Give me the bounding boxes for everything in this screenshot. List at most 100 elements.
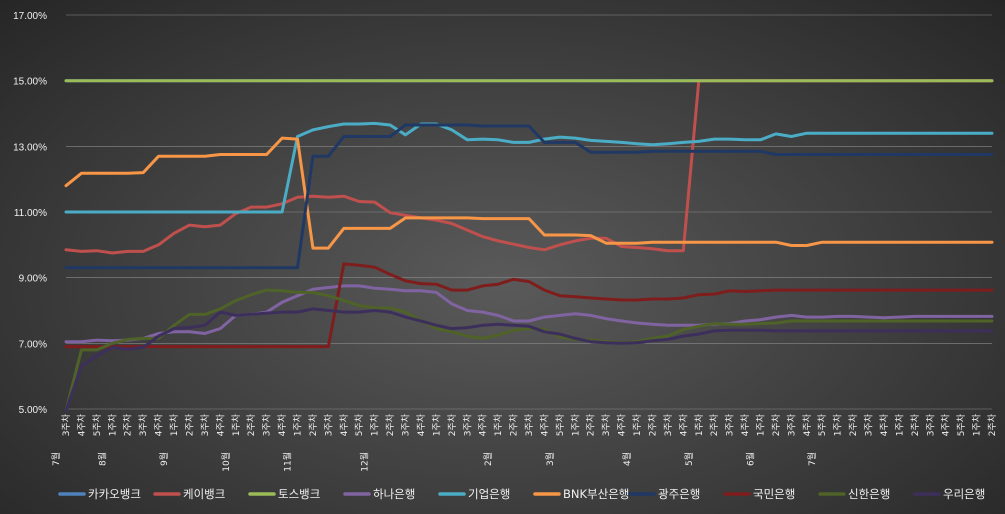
x-tick-label: 4주차 <box>739 413 751 436</box>
y-tick-label: 7.00% <box>19 339 47 350</box>
series-line-3 <box>64 284 994 344</box>
y-tick-label: 15.00% <box>13 77 47 88</box>
legend-label: BNK부산은행 <box>563 487 629 501</box>
series-line-5 <box>64 136 994 250</box>
x-tick-label: 3주차 <box>785 413 797 436</box>
x-tick-label: 4주차 <box>338 413 350 436</box>
x-tick-label: 3주차 <box>199 413 211 436</box>
x-tick-label: 1주차 <box>369 413 381 436</box>
x-tick-label: 3주차 <box>523 413 535 436</box>
x-month-label: 11월 <box>282 452 294 472</box>
x-tick-label: 3주차 <box>600 413 612 436</box>
x-tick-label: 3주차 <box>461 413 473 436</box>
legend-label: 광주은행 <box>658 487 700 501</box>
x-tick-label: 3주차 <box>60 413 72 436</box>
x-tick-label: 5주차 <box>353 413 365 436</box>
legend-label: 토스뱅크 <box>278 487 320 501</box>
x-tick-label: 1주차 <box>631 413 643 436</box>
legend-label: 국민은행 <box>753 487 795 501</box>
x-tick-label: 2주차 <box>184 413 196 436</box>
x-tick-label: 4주차 <box>538 413 550 436</box>
x-month-label: 7월 <box>806 452 818 466</box>
x-tick-label: 4주차 <box>801 413 813 436</box>
x-month-label: 12월 <box>359 452 371 472</box>
legend: 카카오뱅크 케이뱅크 토스뱅크 하나은행 기업은행 BNK부산은행 광주은행 국민은행 신한은행… <box>58 487 985 501</box>
x-tick-label: 3주차 <box>322 413 334 436</box>
series-line-6 <box>64 123 994 270</box>
x-tick-label: 2주차 <box>909 413 921 436</box>
x-tick-label: 4주차 <box>214 413 226 436</box>
series-line-8 <box>64 288 994 413</box>
x-month-label: 4월 <box>621 452 633 466</box>
x-month-label: 8월 <box>96 452 108 466</box>
x-month-label: 7월 <box>50 452 62 466</box>
x-month-label: 6월 <box>745 452 757 466</box>
x-tick-label: 4주차 <box>276 413 288 436</box>
y-axis-tick-labels: 5.00% 7.00% 9.00% 11.00% 13.00% 15.00% 17.00% <box>13 11 47 416</box>
x-tick-label: 2주차 <box>770 413 782 436</box>
x-tick-label: 2주차 <box>446 413 458 436</box>
legend-label: 신한은행 <box>848 487 890 501</box>
x-tick-label: 3주차 <box>400 413 412 436</box>
x-tick-label: 4주차 <box>415 413 427 436</box>
x-tick-label: 3주차 <box>724 413 736 436</box>
x-tick-label: 1주차 <box>230 413 242 436</box>
legend-label: 우리은행 <box>943 487 985 501</box>
series-line-9 <box>64 307 994 413</box>
x-tick-label: 3주차 <box>662 413 674 436</box>
x-month-label: 5월 <box>683 452 695 466</box>
x-tick-label: 2주차 <box>708 413 720 436</box>
x-tick-label: 2주차 <box>508 413 520 436</box>
x-tick-label: 2주차 <box>647 413 659 436</box>
x-month-label: 9월 <box>158 452 170 466</box>
x-month-label: 3월 <box>544 452 556 466</box>
x-tick-label: 1주차 <box>106 413 118 436</box>
y-tick-label: 11.00% <box>14 208 47 219</box>
x-tick-label: 4주차 <box>75 413 87 436</box>
x-tick-label: 5주차 <box>816 413 828 436</box>
x-month-label: 10월 <box>220 452 232 472</box>
y-tick-label: 5.00% <box>19 405 47 416</box>
x-tick-label: 2주차 <box>122 413 134 436</box>
x-tick-label: 1주차 <box>569 413 581 436</box>
x-tick-label: 1주차 <box>755 413 767 436</box>
x-tick-label: 1주차 <box>168 413 180 436</box>
x-month-label: 2월 <box>482 452 494 466</box>
x-tick-label: 2주차 <box>245 413 257 436</box>
legend-label: 하나은행 <box>373 487 415 501</box>
series-line-7 <box>64 262 994 349</box>
y-tick-label: 9.00% <box>19 274 47 285</box>
series-line-4 <box>64 121 994 214</box>
x-tick-label: 4주차 <box>477 413 489 436</box>
x-tick-label: 3주차 <box>261 413 273 436</box>
x-tick-label: 1주차 <box>430 413 442 436</box>
x-tick-label: 2주차 <box>384 413 396 436</box>
x-tick-label: 1주차 <box>292 413 304 436</box>
x-tick-label: 5주차 <box>91 413 103 436</box>
x-tick-label: 4주차 <box>616 413 628 436</box>
x-tick-label: 4주차 <box>878 413 890 436</box>
x-tick-label: 3주차 <box>924 413 936 436</box>
x-tick-label: 1주차 <box>492 413 504 436</box>
x-tick-label: 2주차 <box>585 413 597 436</box>
x-tick-label: 5주차 <box>955 413 967 436</box>
x-tick-label: 4주차 <box>153 413 165 436</box>
legend-label: 카카오뱅크 <box>88 487 141 501</box>
x-tick-label: 4주차 <box>677 413 689 436</box>
x-tick-label: 1주차 <box>832 413 844 436</box>
x-tick-label: 1주차 <box>693 413 705 436</box>
legend-label: 케이뱅크 <box>183 487 225 501</box>
x-tick-label: 2주차 <box>307 413 319 436</box>
x-axis-month-labels: 7월 8월 9월 10월 11월 12월 2월 3월 4월 5월 6월 7월 <box>50 452 818 472</box>
series-lines <box>64 79 994 413</box>
x-tick-label: 2주차 <box>847 413 859 436</box>
y-tick-label: 13.00% <box>13 142 47 153</box>
series-line-1 <box>64 79 994 255</box>
y-tick-label: 17.00% <box>13 11 47 22</box>
x-axis-tick-labels: 3주차 4주차 5주차 1주차 2주차 3주차 4주차 1주차 2주차 3주차 4주차 1주차 2주차 3… <box>60 413 998 436</box>
x-tick-label: 1주차 <box>971 413 983 436</box>
x-tick-label: 4주차 <box>940 413 952 436</box>
legend-label: 기업은행 <box>468 487 510 501</box>
x-tick-label: 3주차 <box>863 413 875 436</box>
